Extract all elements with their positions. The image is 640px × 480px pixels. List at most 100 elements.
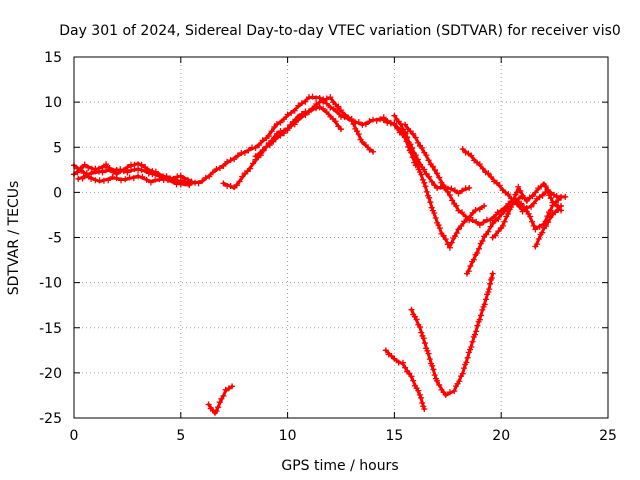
data-point [110,169,117,176]
data-point [487,280,494,287]
data-point [473,218,480,225]
data-point [495,216,502,223]
data-point [474,249,481,256]
data-point [463,359,470,366]
data-point [421,405,428,412]
data-point [391,112,398,119]
y-tick-label: -10 [39,276,62,292]
data-point [485,228,492,235]
data-point [387,119,394,126]
data-point [442,184,449,191]
data-point [186,182,193,189]
data-point [431,209,438,216]
data-point [117,177,124,184]
data-point [209,169,216,176]
data-point [81,161,88,168]
data-point [431,182,438,189]
data-point [405,139,412,146]
data-point [256,151,263,158]
data-point [462,149,469,156]
data-point [511,195,518,202]
data-point [473,328,480,335]
data-point [513,189,520,196]
data-point [423,152,430,159]
data-point [455,226,462,233]
data-point [79,175,86,182]
data-point [222,386,229,393]
data-point [143,176,150,183]
data-point [323,100,330,107]
data-point [338,126,344,133]
data-point [543,223,550,230]
data-point [273,134,280,141]
data-point [402,364,409,371]
data-point [348,115,355,122]
data-point [536,223,543,230]
data-point [499,222,506,229]
data-point [227,157,234,164]
data-point [295,102,302,109]
data-point [408,373,415,380]
data-point [469,338,476,345]
data-point [555,206,562,213]
x-tick-label: 20 [492,428,510,444]
data-point [536,194,543,201]
data-point [465,268,472,275]
data-point [476,161,483,168]
data-point [532,226,539,233]
data-point [408,145,415,152]
data-point [432,215,439,222]
data-point [316,99,323,106]
data-point [459,209,466,216]
data-point [452,233,459,240]
data-point [366,146,373,153]
tick-layer: 0 5 10 15 20 25 -25 -20 -15 -10 -5 0 5 10 15 [39,50,617,444]
data-point [517,187,524,194]
data-point [239,173,246,180]
data-point [124,164,131,171]
data-point [482,169,489,176]
data-point [412,156,419,163]
data-point [256,142,263,149]
data-point [496,182,503,189]
data-point [370,148,377,155]
data-point [486,286,493,293]
data-point [288,122,295,129]
data-point [252,153,259,160]
data-point [460,365,467,372]
data-point [532,189,539,196]
y-tick-label: 15 [44,50,62,66]
data-point [309,93,316,100]
data-point [410,377,417,384]
data-point [444,241,451,248]
data-point [244,168,251,175]
data-point [528,203,535,210]
chart-title: Day 301 of 2024, Sidereal Day-to-day VTE… [59,23,621,39]
data-point [491,178,498,185]
data-point [509,200,516,207]
data-point [320,105,327,112]
data-point [120,167,127,174]
data-point [474,322,481,329]
series-line [410,272,495,397]
data-point [334,108,341,115]
data-point [231,156,238,163]
data-point [451,388,458,395]
data-point [359,138,366,145]
data-point [420,335,427,342]
series-line [222,96,375,190]
data-point [547,195,554,202]
data-point [488,173,495,180]
data-point [434,170,441,177]
data-point [423,188,430,195]
data-point [323,95,330,102]
data-point [408,306,415,313]
data-point [152,168,159,175]
data-point [529,193,536,200]
data-point [422,183,429,190]
data-point [436,381,443,388]
data-point [341,111,348,118]
data-point [220,392,227,399]
x-tick-label: 25 [599,428,617,444]
